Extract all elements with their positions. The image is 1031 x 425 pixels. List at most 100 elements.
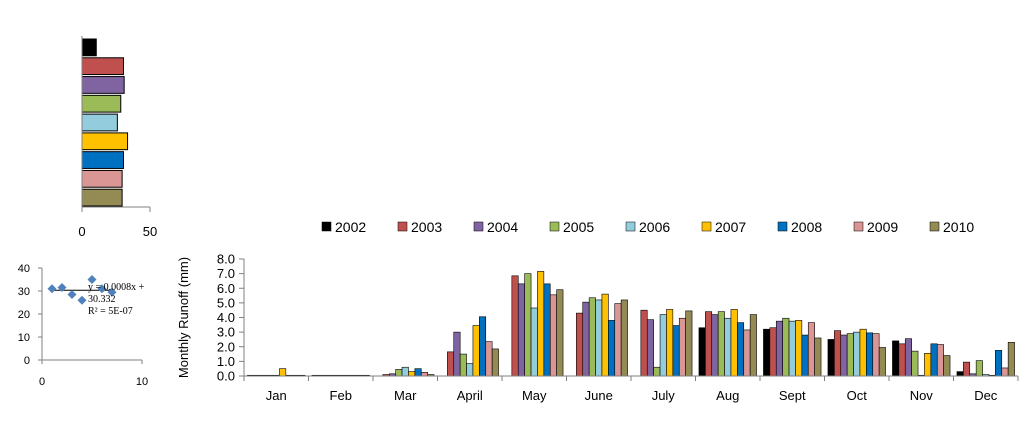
runoff-bar-2007-June (601, 293, 609, 377)
runoff-bar-2005-Dec (975, 360, 983, 377)
runoff-bar-2006-April (466, 363, 474, 377)
legend-swatch-2003 (397, 221, 408, 232)
scatter-y-tick-label: 20 (18, 309, 30, 321)
runoff-bar-2004-Sept (775, 320, 783, 377)
hbar-2005 (81, 94, 122, 113)
runoff-bar-2003-July (640, 309, 648, 377)
runoff-y-tick-label: 5.0 (217, 295, 235, 310)
runoff-bar-2005-June (588, 297, 596, 377)
runoff-bar-2002-Oct (827, 339, 835, 377)
runoff-bar-2007-Oct (859, 328, 867, 377)
runoff-bar-2008-Nov (930, 343, 938, 377)
scatter-equation-label: 30.332 (88, 294, 116, 305)
scatter-point (107, 287, 117, 297)
runoff-x-tick-label: Mar (394, 388, 417, 403)
scatter-y-tick-label: 40 (18, 263, 30, 275)
hbar-x-tick-label: 0 (78, 224, 85, 239)
scatter-point (77, 295, 87, 305)
runoff-x-tick-label: Feb (330, 388, 352, 403)
runoff-bar-2008-April (479, 316, 487, 377)
runoff-bar-2007-Mar (408, 371, 416, 377)
runoff-bar-2004-Oct (840, 334, 848, 377)
runoff-bar-2002-Nov (892, 340, 900, 377)
runoff-bar-2004-Nov (904, 338, 912, 377)
runoff-bar-2006-Oct (853, 331, 861, 377)
runoff-bar-2003-Oct (834, 330, 842, 377)
runoff-bar-2005-Nov (911, 350, 919, 377)
legend-swatch-2007 (701, 221, 712, 232)
runoff-y-tick-label: 0.0 (217, 369, 235, 384)
runoff-bar-2010-April (491, 348, 499, 377)
scatter-y-tick-label: 10 (18, 332, 30, 344)
scatter-point (87, 275, 97, 284)
runoff-x-tick-label: Sept (779, 388, 806, 403)
runoff-bar-2003-April (447, 351, 455, 377)
runoff-bar-2010-Dec (1007, 342, 1015, 377)
runoff-bar-2009-Nov (936, 344, 944, 377)
runoff-bar-2008-Aug (737, 322, 745, 377)
runoff-bar-2002-Sept (763, 328, 771, 377)
runoff-bar-2005-May (524, 273, 532, 377)
hbar-2006 (81, 113, 118, 132)
runoff-x-tick-label: May (522, 388, 547, 403)
runoff-bar-2008-Dec (995, 350, 1003, 377)
scatter-y-tick-label: 0 (24, 355, 30, 367)
runoff-bar-2009-April (485, 341, 493, 377)
legend-label-2007: 2007 (715, 219, 746, 235)
legend-swatch-2008 (777, 221, 788, 232)
runoff-bar-2008-Sept (801, 334, 809, 377)
runoff-bar-2010-Nov (943, 355, 951, 377)
scatter-point (67, 289, 77, 299)
runoff-bar-2003-Dec (963, 361, 971, 377)
runoff-bar-2002-Dec (956, 371, 964, 377)
runoff-bar-2006-Sept (788, 320, 796, 377)
runoff-bar-2009-Mar (420, 372, 428, 377)
runoff-bar-2006-June (595, 299, 603, 377)
runoff-bar-2006-May (530, 307, 538, 377)
runoff-x-tick-label: April (457, 388, 483, 403)
runoff-bar-2009-Oct (872, 333, 880, 377)
runoff-x-tick-label: Aug (716, 388, 739, 403)
runoff-y-tick-label: 3.0 (217, 325, 235, 340)
monthly-runoff-bar-chart: 0.01.02.03.04.05.06.07.08.0 Monthly Runof… (176, 219, 1019, 403)
runoff-bar-2007-Sept (795, 320, 803, 377)
runoff-y-tick-label: 1.0 (217, 354, 235, 369)
legend-label-2009: 2009 (867, 219, 898, 235)
hbar-2004 (81, 76, 125, 94)
runoff-bar-2007-May (537, 271, 545, 377)
scatter-point (97, 284, 107, 294)
runoff-bar-2007-Nov (924, 353, 932, 377)
runoff-bar-2003-May (511, 275, 519, 377)
runoff-bar-2008-July (672, 325, 680, 377)
runoff-bar-2009-May (549, 294, 557, 377)
runoff-bar-2010-Sept (814, 337, 822, 377)
runoff-x-tick-label: July (652, 388, 676, 403)
legend-label-2003: 2003 (411, 219, 442, 235)
horizontal-bar-chart: 0 50 (78, 36, 157, 239)
hbar-2002 (81, 38, 97, 57)
runoff-bar-2005-Sept (782, 317, 790, 377)
runoff-bar-2010-Oct (878, 347, 886, 377)
scatter-equation-label: R² = 5E-07 (88, 306, 133, 317)
hbar-2003 (81, 57, 124, 76)
runoff-bar-2005-Oct (846, 333, 854, 377)
runoff-y-tick-label: 8.0 (217, 252, 235, 267)
hbar-2007 (81, 132, 129, 151)
runoff-bar-2006-Aug (724, 317, 732, 377)
runoff-bar-2008-Mar (414, 368, 422, 377)
hbar-2008 (81, 151, 124, 169)
legend-label-2008: 2008 (791, 219, 822, 235)
legend-swatch-2009 (853, 221, 864, 232)
legend-swatch-2006 (625, 221, 636, 232)
runoff-bar-2004-July (646, 319, 654, 377)
legend-swatch-2004 (473, 221, 484, 232)
hbar-x-tick-label: 50 (143, 224, 157, 239)
runoff-x-tick-label: Jan (266, 388, 287, 403)
scatter-equation-label: y = 0.0008x + (88, 282, 145, 293)
scatter-point (47, 284, 57, 294)
runoff-bar-2008-June (608, 320, 616, 377)
runoff-bar-2007-April (472, 325, 480, 377)
runoff-bar-2005-Mar (395, 369, 403, 377)
legend-label-2010: 2010 (943, 219, 974, 235)
